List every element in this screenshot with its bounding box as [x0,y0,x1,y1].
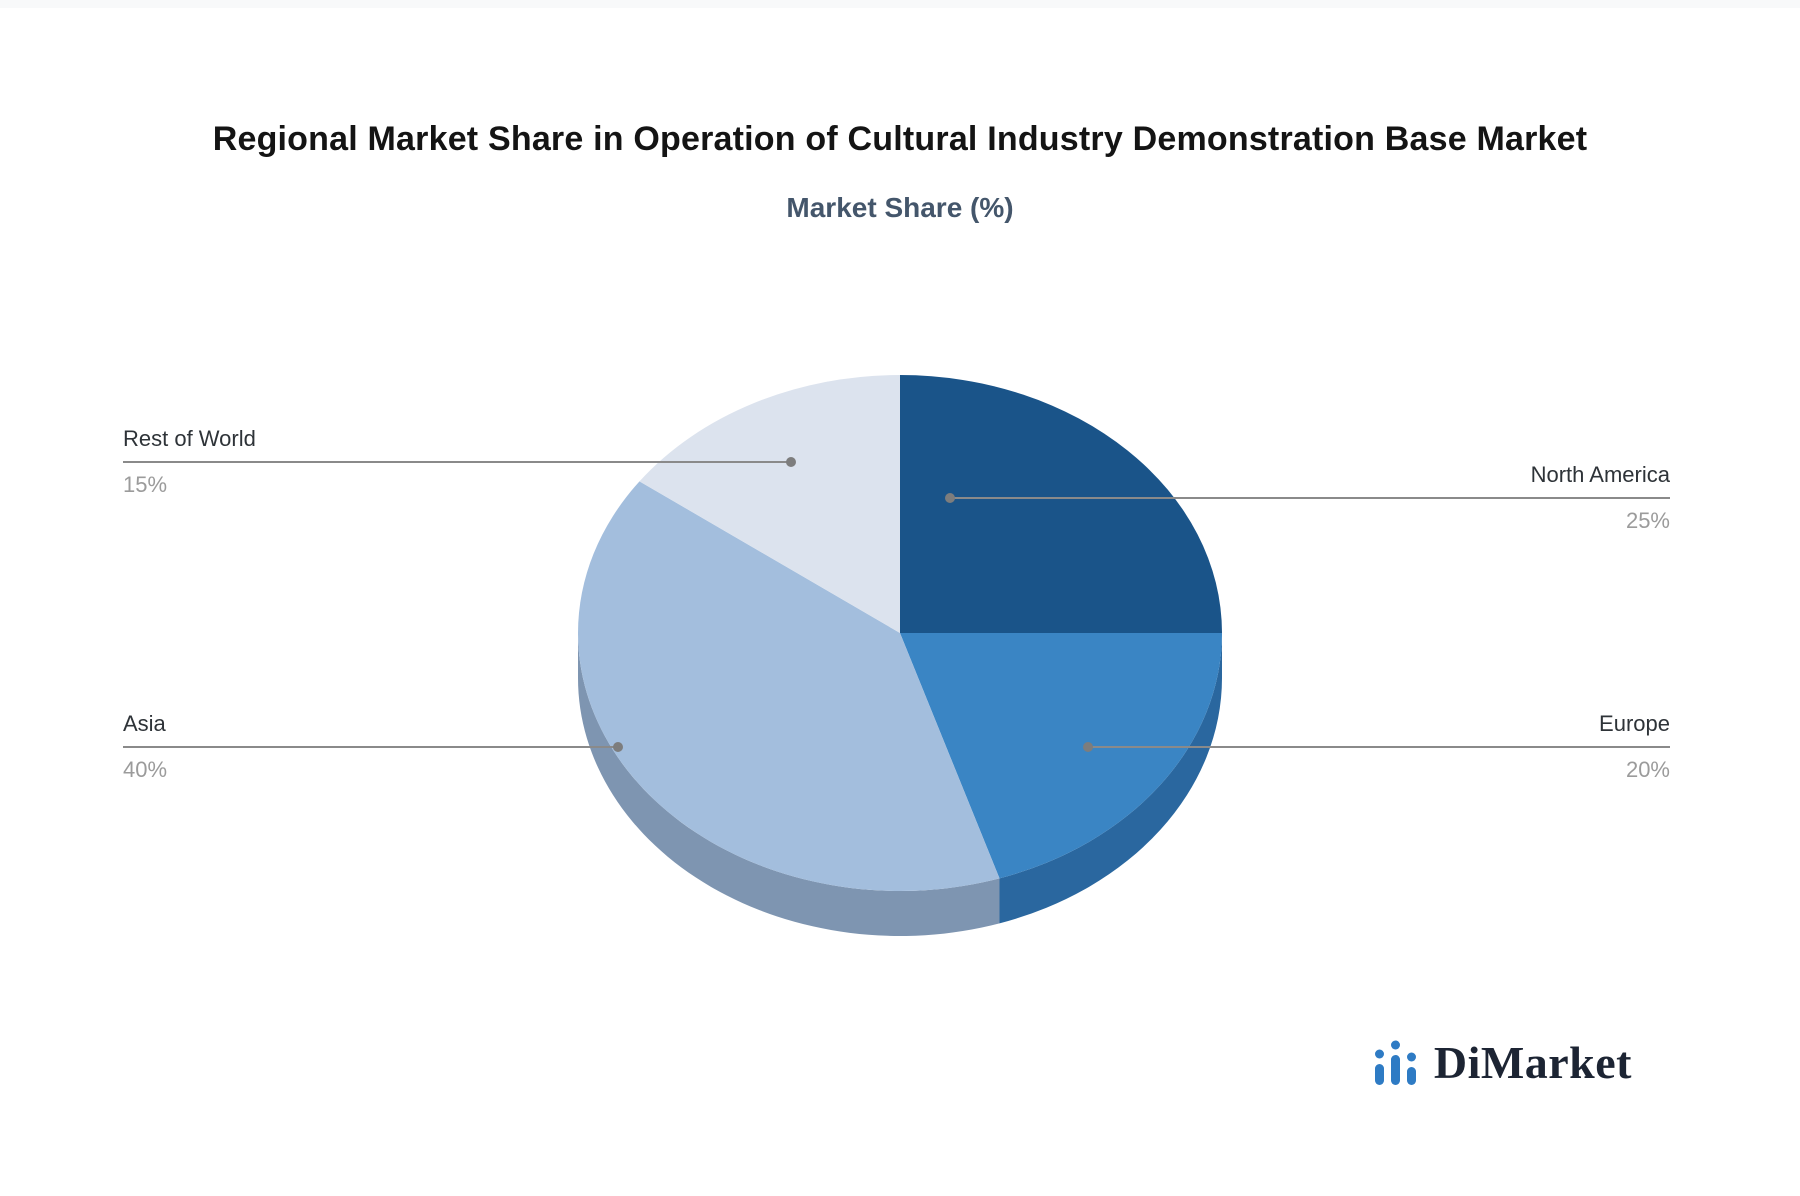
chart-subtitle: Market Share (%) [786,192,1014,223]
logo: DiMarket [1370,1036,1632,1089]
bar-chart-icon [1374,1040,1416,1085]
leader-dot-north-america [945,493,955,503]
slice-percent-north-america: 25% [1625,508,1670,533]
pie-slice-asia[interactable] [578,481,1000,891]
chart-title: Regional Market Share in Operation of Cu… [212,120,1588,158]
slice-name-north-america: North America [1530,462,1670,487]
slice-percent-rest-of-world: 15% [123,472,168,497]
pie-slice-north-america[interactable] [900,375,1222,633]
leader-dot-europe [1083,742,1093,752]
slice-name-rest-of-world: Rest of World [123,426,256,451]
slice-percent-asia: 40% [123,757,168,782]
top-band [0,0,1800,8]
pie-slice-rest-of-world[interactable] [639,375,901,633]
logo-text: DiMarket [1433,1037,1632,1088]
pie-slice-europe[interactable] [900,633,1222,879]
slice-name-asia: Asia [123,711,166,736]
pie-slice-side-europe [999,633,1222,924]
pie-slice-side-asia [578,633,1000,936]
slice-percent-europe: 20% [1625,757,1670,782]
slice-name-europe: Europe [1599,711,1670,736]
leader-dot-rest-of-world [786,457,796,467]
leader-dot-asia [613,742,623,752]
